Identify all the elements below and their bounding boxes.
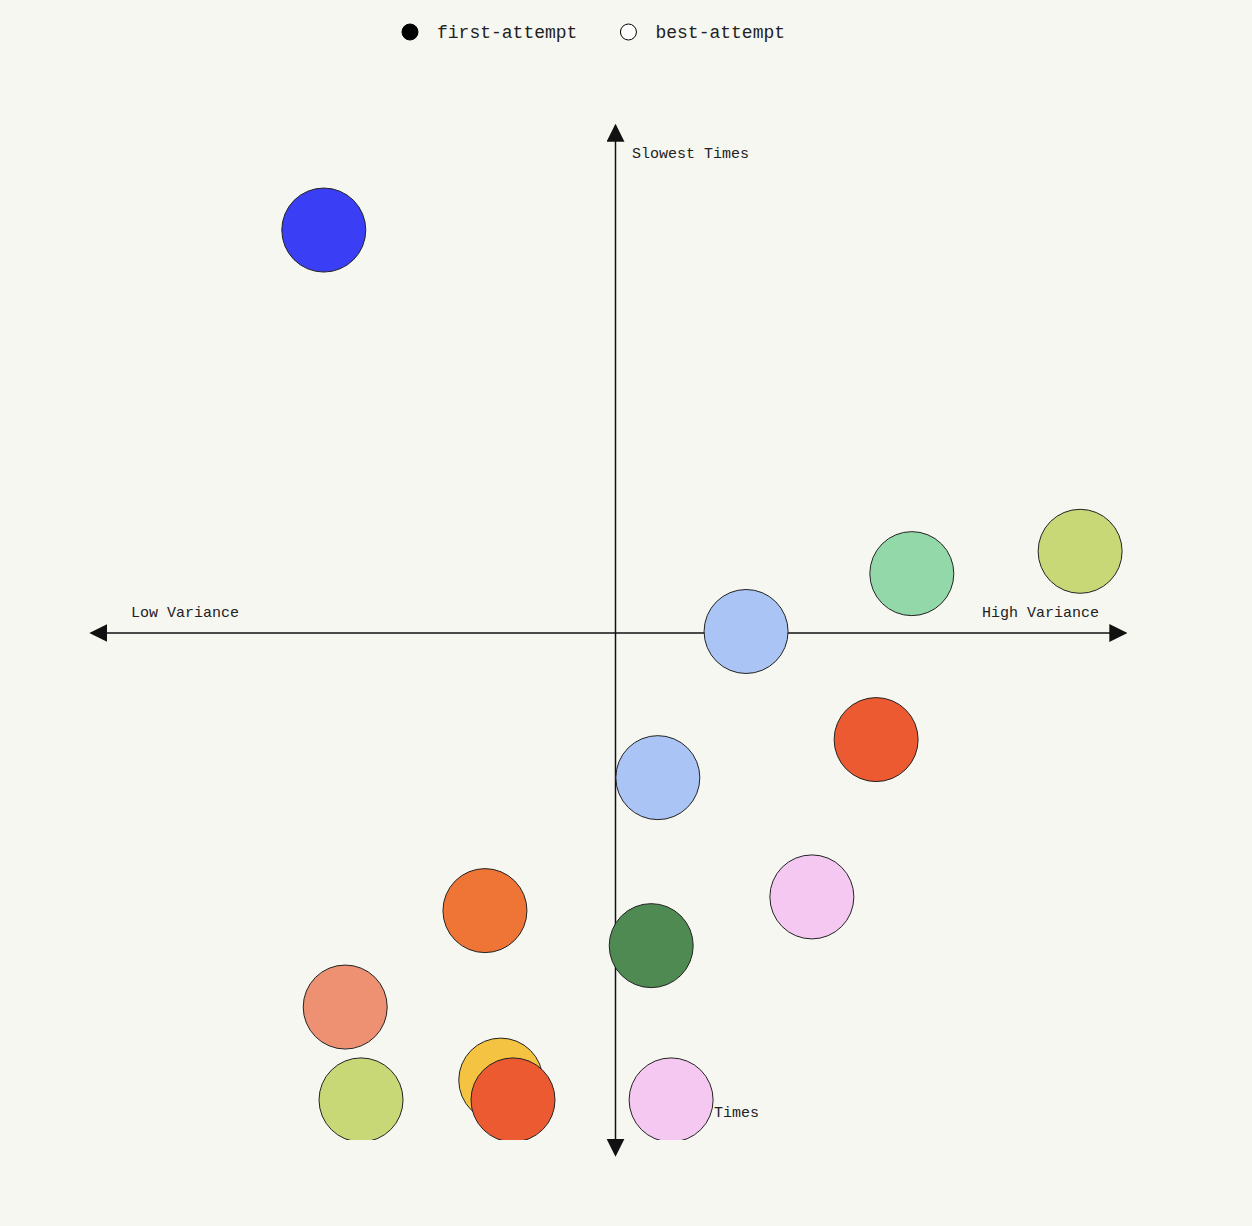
point xyxy=(616,736,700,820)
axis-label: High Variance xyxy=(982,605,1099,622)
legend: first-attempt best-attempt xyxy=(402,23,785,43)
point xyxy=(629,1058,713,1140)
point xyxy=(1038,509,1122,593)
point xyxy=(471,1058,555,1140)
point xyxy=(609,904,693,988)
point xyxy=(282,188,366,272)
y-axis xyxy=(615,126,616,1141)
point xyxy=(704,589,788,673)
legend-label: first-attempt xyxy=(437,23,577,43)
axis-label: Slowest Times xyxy=(632,146,749,163)
legend-marker xyxy=(402,24,418,40)
point xyxy=(870,532,954,616)
point xyxy=(443,869,527,953)
point xyxy=(770,855,854,939)
legend-marker xyxy=(620,24,636,40)
axis-line xyxy=(615,126,617,1141)
point xyxy=(303,965,387,1049)
point xyxy=(319,1058,403,1140)
legend-label: best-attempt xyxy=(655,23,785,43)
chart: Slowest Times Low Variance High Variance Ti… xyxy=(0,0,1252,1226)
point xyxy=(834,698,918,782)
axis-label: Low Variance xyxy=(131,605,239,622)
axis-label: Times xyxy=(714,1105,759,1122)
plot-area xyxy=(282,188,1122,1140)
